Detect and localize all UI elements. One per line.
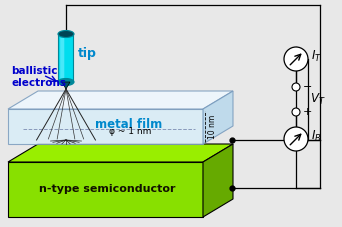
FancyBboxPatch shape	[60, 38, 64, 78]
Text: +: +	[303, 107, 312, 117]
Text: metal film: metal film	[95, 118, 162, 131]
Text: −: −	[303, 82, 312, 92]
Ellipse shape	[58, 30, 74, 37]
Polygon shape	[203, 144, 233, 217]
Text: ballistic
electrons: ballistic electrons	[11, 66, 66, 88]
Ellipse shape	[58, 79, 74, 86]
Polygon shape	[8, 91, 233, 109]
Text: φ ~ 1 nm: φ ~ 1 nm	[109, 127, 151, 136]
Circle shape	[284, 47, 308, 71]
Polygon shape	[62, 82, 70, 89]
Text: $I_B$: $I_B$	[311, 128, 321, 143]
Circle shape	[292, 83, 300, 91]
Polygon shape	[8, 109, 203, 144]
Text: $V_T$: $V_T$	[310, 92, 326, 107]
Text: $I_T$: $I_T$	[311, 48, 322, 64]
Circle shape	[284, 127, 308, 151]
Polygon shape	[8, 144, 233, 162]
Polygon shape	[8, 162, 203, 217]
Polygon shape	[203, 91, 233, 144]
Text: 10 nm: 10 nm	[208, 114, 217, 139]
Circle shape	[292, 108, 300, 116]
FancyBboxPatch shape	[58, 34, 74, 82]
Text: tip: tip	[78, 47, 97, 60]
Text: n-type semiconductor: n-type semiconductor	[39, 185, 176, 195]
